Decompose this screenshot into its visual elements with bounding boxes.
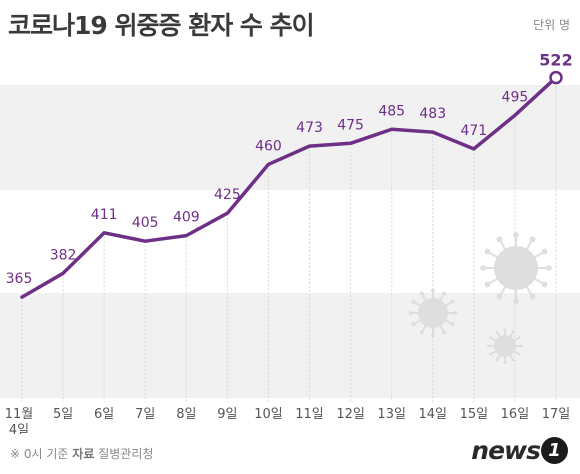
x-tick-label: 9일 [217,407,237,422]
x-tick-label: 5일 [53,407,73,422]
x-tick-label: 17일 [542,407,571,422]
data-labels: 365 382 411 405 409 425 460 473 475 485 483 471 495 5… [6,51,573,288]
data-label: 405 [132,215,159,231]
data-label: 473 [296,120,323,136]
x-tick-label: 10일 [254,407,283,422]
x-tick-label: 8일 [176,407,196,422]
source-name: 질병관리청 [98,447,154,461]
data-label: 485 [378,103,405,119]
data-label: 522 [539,51,572,70]
data-label: 495 [502,89,529,105]
x-tick-label: 11일 [295,407,324,422]
x-tick-label: 14일 [419,407,448,422]
source-label: 자료 [72,447,95,461]
line-chart: 365 382 411 405 409 425 460 473 475 485 483 471 495 5… [0,51,580,434]
x-tick-label: 12일 [336,407,365,422]
unit-label: 단위 명 [533,18,570,32]
x-tick-label: 11월 4일 [5,407,34,434]
logo-wordmark: news [471,436,541,465]
last-point-marker [549,70,563,85]
x-tick-labels: 11월 4일 5일 6일 7일 8일 9일 10일 11일 12일 13일 14일 15일 16일 17일 [5,407,571,434]
chart-title: 코로나19 위중증 환자 수 추이 [8,11,315,40]
background-bands [0,85,580,398]
data-label: 409 [173,210,200,226]
series-line [20,75,558,299]
x-tick-label: 15일 [460,407,489,422]
x-tick-label: 6일 [94,407,114,422]
virus-icon [480,232,552,304]
virus-illustrations [408,232,552,364]
x-tick-label: 13일 [377,407,406,422]
background-band [0,293,580,398]
logo-badge: 1 [541,437,568,464]
virus-icon [487,328,523,364]
basis-note: ※ 0시 기준 [10,447,69,461]
footer-note: ※ 0시 기준 자료 질병관리청 [10,445,153,462]
news1-logo: news 1 [471,436,568,465]
data-label: 483 [419,106,446,122]
series-line-group [20,70,563,299]
x-gridlines [21,77,557,402]
data-label: 460 [255,138,282,154]
data-label: 471 [460,123,487,139]
x-tick-label: 16일 [501,407,530,422]
data-label: 365 [6,271,33,287]
background-band [0,85,580,190]
x-tick-label: 7일 [135,407,155,422]
data-label: 411 [91,207,118,223]
data-label: 382 [50,247,77,263]
data-label: 475 [337,117,364,133]
data-label: 425 [214,187,241,203]
